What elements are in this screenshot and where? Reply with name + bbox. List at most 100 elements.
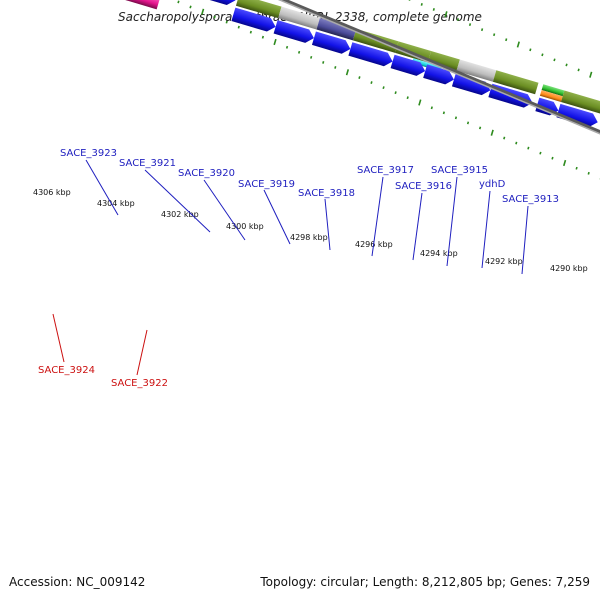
cds-arrow-fwd bbox=[273, 20, 314, 43]
cds-arrow-rev-3922b bbox=[114, 0, 161, 10]
tick-label: 4294 kbp bbox=[420, 249, 458, 258]
tick-label: 4306 kbp bbox=[33, 188, 71, 197]
tick-mark-outer bbox=[565, 63, 568, 67]
leader-line bbox=[263, 189, 291, 245]
tick-mark-inner bbox=[515, 141, 518, 145]
gene-label-reverse: SACE_3924 bbox=[38, 365, 95, 376]
gene-label-forward: SACE_3916 bbox=[395, 181, 452, 192]
gene-label-forward: SACE_3913 bbox=[502, 194, 559, 205]
tick-mark-inner bbox=[189, 5, 192, 9]
tick-mark-outer bbox=[541, 53, 544, 57]
tick-mark-inner bbox=[358, 76, 361, 79]
tick-mark-inner bbox=[454, 116, 458, 120]
tick-mark-outer bbox=[456, 18, 460, 21]
tick-mark-outer bbox=[444, 11, 448, 18]
tick-mark-outer bbox=[408, 0, 411, 1]
tick-mark-outer bbox=[493, 33, 496, 37]
tick-mark-inner bbox=[466, 121, 470, 125]
tick-label: 4298 kbp bbox=[290, 233, 328, 242]
cds-arrow-fwd bbox=[556, 103, 598, 127]
gene-label-forward: SACE_3920 bbox=[178, 168, 235, 179]
feature-orange-3913 bbox=[539, 89, 563, 102]
leader-line bbox=[136, 329, 148, 376]
tick-mark-inner bbox=[503, 136, 506, 140]
gene-label-forward: SACE_3918 bbox=[298, 188, 355, 199]
cds-arrow-fwd-ydhD bbox=[451, 72, 491, 96]
tick-mark-outer bbox=[553, 58, 556, 62]
leader-line bbox=[203, 179, 246, 241]
tick-mark-inner bbox=[237, 25, 240, 29]
tick-mark-inner bbox=[539, 151, 542, 155]
leader-line bbox=[446, 176, 458, 267]
tick-mark-inner bbox=[406, 96, 409, 100]
accession-text: Accession: NC_009142 bbox=[9, 575, 146, 589]
tick-label: 4292 kbp bbox=[485, 257, 523, 266]
tick-mark-inner bbox=[322, 60, 325, 64]
tick-mark-inner bbox=[394, 91, 397, 95]
tick-mark-outer bbox=[505, 38, 508, 42]
leader-line bbox=[324, 198, 331, 251]
cds-arrow-fwd-3917 bbox=[348, 42, 393, 67]
tick-mark-inner bbox=[285, 45, 289, 49]
cds-arrow-fwd-3916 bbox=[390, 54, 426, 76]
tick-mark-outer bbox=[516, 41, 520, 48]
gene-label-forward: ydhD bbox=[479, 179, 506, 190]
feature-green-3913 bbox=[541, 84, 565, 97]
tick-mark-inner bbox=[562, 159, 567, 167]
feature-olive-6 bbox=[560, 90, 600, 128]
feature-olive-5 bbox=[492, 70, 539, 95]
feature-purple-3918 bbox=[316, 18, 357, 41]
tick-mark-inner bbox=[334, 66, 337, 69]
tick-mark-inner bbox=[370, 81, 373, 85]
tick-mark-inner bbox=[442, 111, 446, 115]
feature-gray-3 bbox=[456, 59, 497, 82]
tick-label: 4302 kbp bbox=[161, 210, 199, 219]
tick-mark-outer bbox=[420, 3, 423, 6]
cds-arrow-fwd-3920 bbox=[205, 0, 236, 6]
gene-label-reverse: SACE_3922 bbox=[111, 378, 168, 389]
leader-line bbox=[371, 176, 384, 257]
tick-label: 4300 kbp bbox=[226, 222, 264, 231]
feature-olive-4 bbox=[427, 50, 460, 72]
gene-label-forward: SACE_3917 bbox=[357, 165, 414, 176]
tick-mark-inner bbox=[527, 146, 530, 150]
gene-label-forward: SACE_3923 bbox=[60, 148, 117, 159]
leader-line bbox=[412, 192, 423, 261]
backbone-line bbox=[0, 0, 600, 165]
tick-label: 4304 kbp bbox=[97, 199, 135, 208]
tick-mark-inner bbox=[261, 35, 265, 39]
tick-mark-inner bbox=[430, 106, 433, 110]
tick-mark-inner bbox=[551, 156, 554, 160]
tick-mark-inner bbox=[273, 38, 277, 46]
gene-label-forward: SACE_3915 bbox=[431, 165, 488, 176]
tick-mark-inner bbox=[345, 69, 350, 76]
tick-mark-inner bbox=[249, 30, 252, 34]
tick-mark-inner bbox=[201, 8, 205, 15]
tick-mark-outer bbox=[589, 71, 593, 78]
tick-mark-outer bbox=[529, 48, 532, 52]
cds-arrow-fwd-3919 bbox=[231, 7, 276, 32]
tick-mark-inner bbox=[297, 50, 301, 54]
gene-label-forward: SACE_3919 bbox=[238, 179, 295, 190]
tick-mark-outer bbox=[577, 68, 580, 72]
tick-mark-outer bbox=[432, 8, 435, 11]
leader-line bbox=[85, 159, 119, 216]
leader-line bbox=[521, 205, 529, 275]
cds-arrow-fwd-3918 bbox=[311, 31, 351, 54]
leader-line bbox=[481, 190, 491, 269]
tick-mark-outer bbox=[468, 23, 472, 27]
backbone-shadow bbox=[0, 0, 600, 166]
tick-mark-inner bbox=[575, 166, 578, 170]
leader-line bbox=[144, 169, 211, 233]
tick-mark-inner bbox=[310, 55, 313, 59]
tick-label: 4290 kbp bbox=[550, 264, 588, 273]
tick-mark-inner bbox=[382, 86, 385, 90]
cds-arrow-fwd-3915 bbox=[423, 64, 454, 85]
tick-mark-inner bbox=[177, 0, 180, 4]
tick-mark-inner bbox=[478, 126, 482, 130]
tick-mark-outer bbox=[480, 28, 484, 32]
tick-mark-inner bbox=[225, 20, 228, 24]
gene-label-forward: SACE_3921 bbox=[119, 158, 176, 169]
tick-mark-inner bbox=[213, 15, 216, 19]
